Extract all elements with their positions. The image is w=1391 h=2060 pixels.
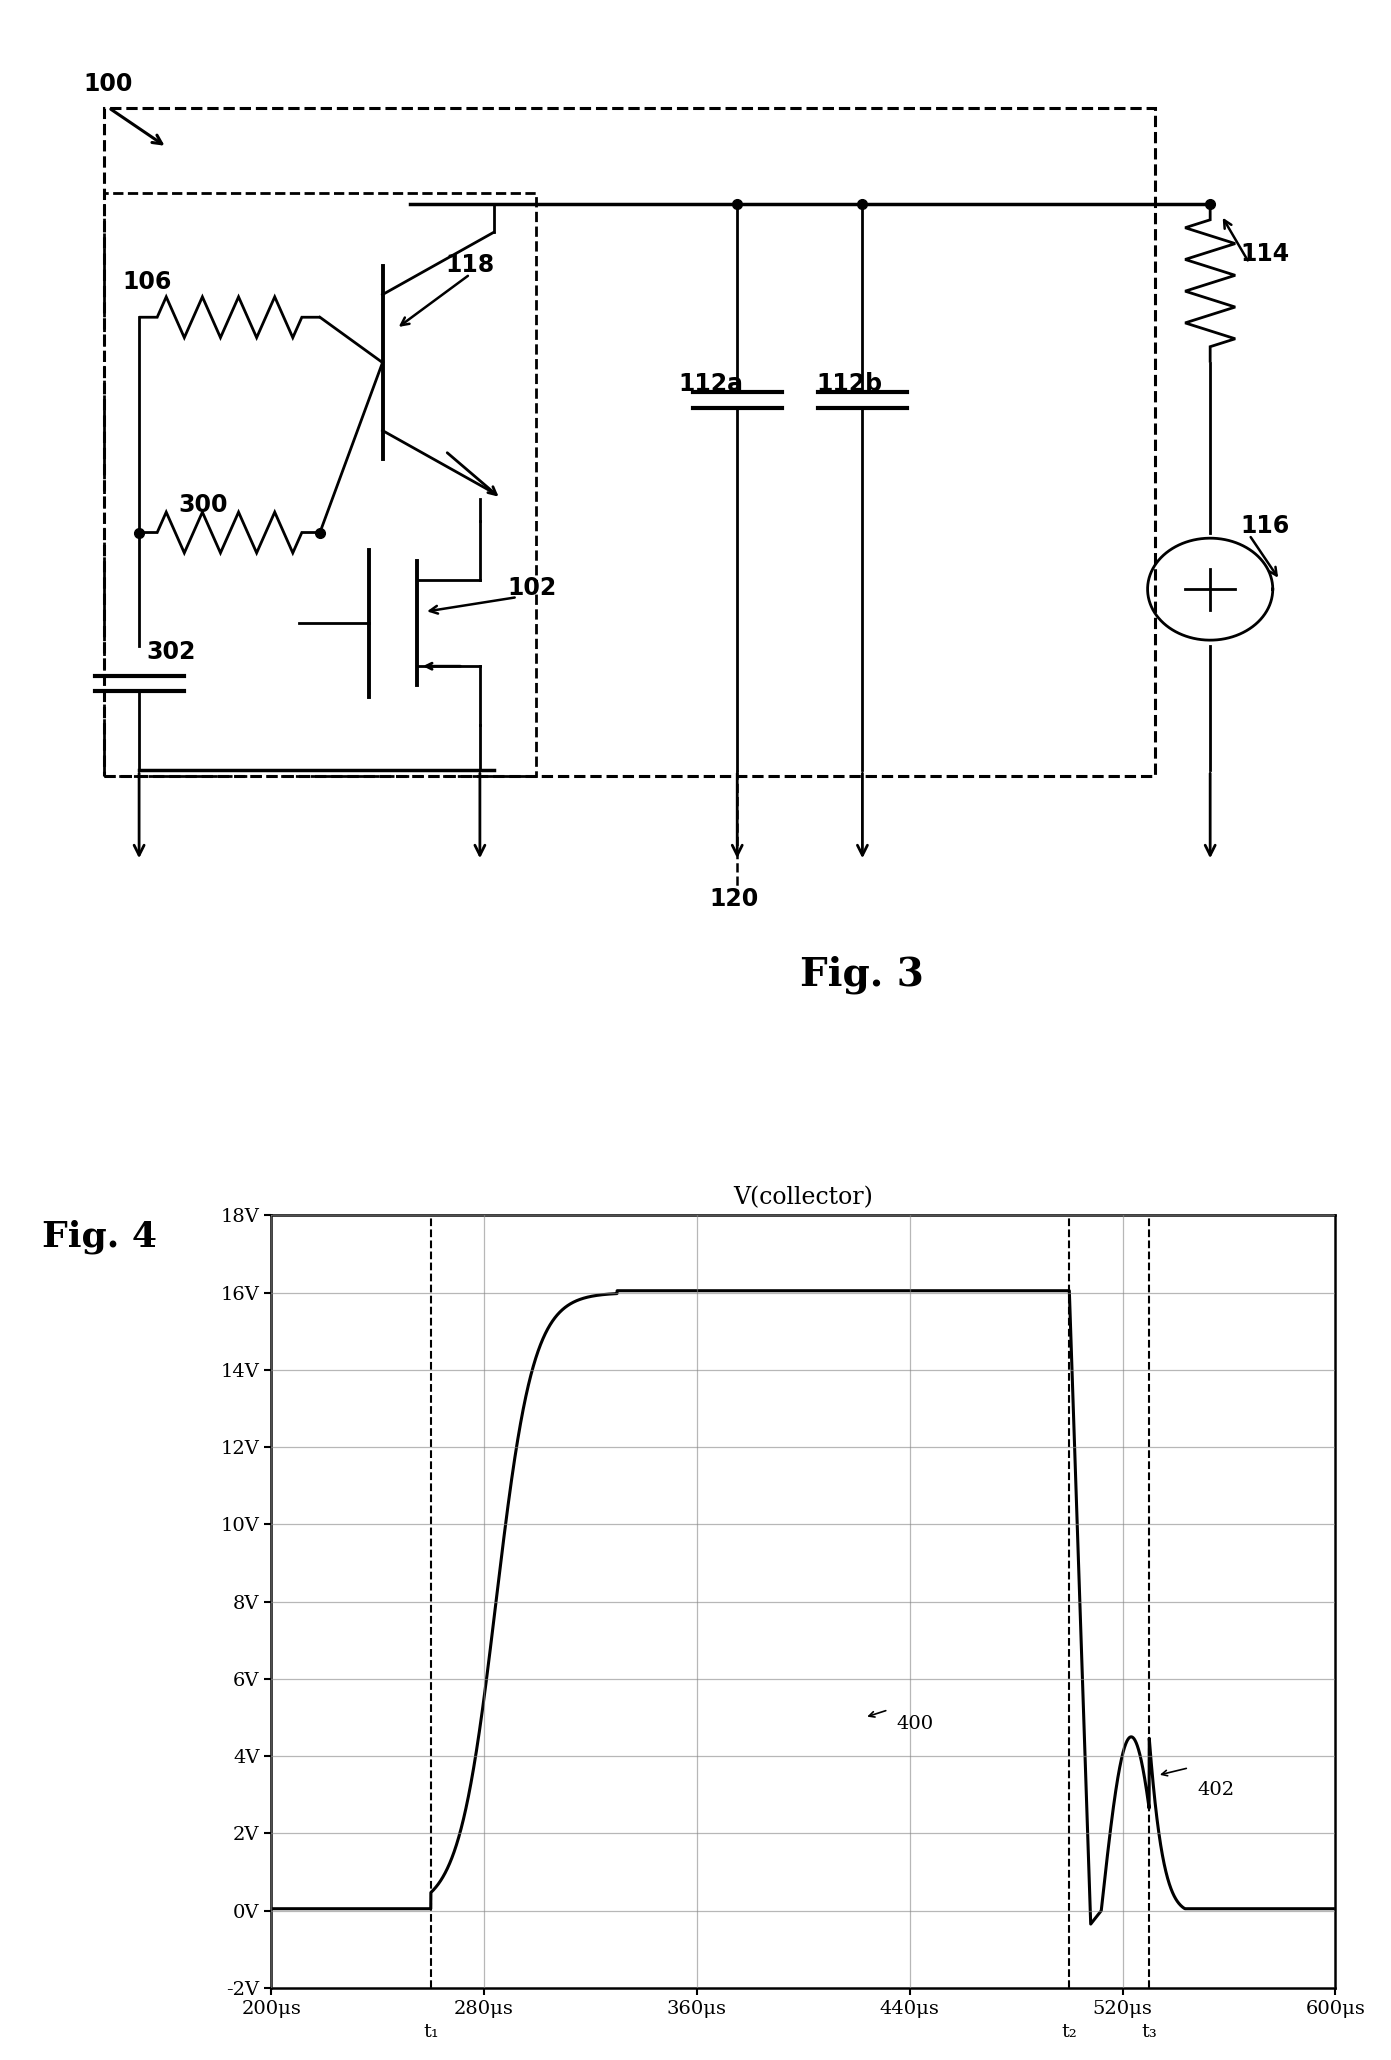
Text: t₃: t₃	[1141, 2023, 1157, 2041]
Text: 102: 102	[508, 577, 556, 599]
Text: t₂: t₂	[1061, 2023, 1077, 2041]
Bar	[104, 194, 536, 777]
Text: 100: 100	[83, 72, 132, 95]
Text: 112a: 112a	[679, 373, 744, 396]
Text: Fig. 4: Fig. 4	[42, 1220, 157, 1255]
Text: t₁: t₁	[423, 2023, 438, 2041]
Text: 300: 300	[178, 492, 228, 517]
Text: 400: 400	[896, 1716, 933, 1732]
Text: 402: 402	[1198, 1780, 1234, 1798]
Text: 118: 118	[445, 253, 494, 276]
Text: 302: 302	[146, 641, 195, 665]
Text: 116: 116	[1241, 513, 1289, 538]
Bar	[104, 107, 1155, 777]
Text: 114: 114	[1241, 241, 1289, 266]
Title: V(collector): V(collector)	[733, 1187, 874, 1209]
Text: 106: 106	[122, 270, 171, 295]
Text: 112b: 112b	[817, 373, 883, 396]
Text: Fig. 3: Fig. 3	[800, 956, 925, 995]
Text: 120: 120	[709, 888, 758, 911]
